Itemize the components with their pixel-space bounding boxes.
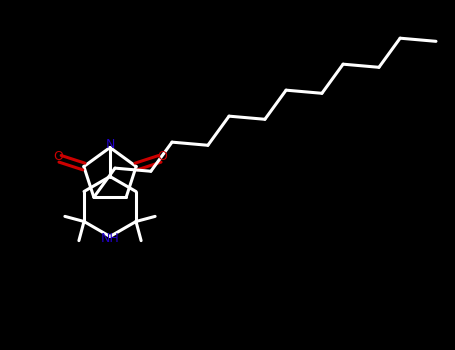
Text: NH: NH bbox=[101, 232, 119, 245]
Text: N: N bbox=[105, 138, 115, 150]
Text: O: O bbox=[53, 150, 63, 163]
Text: O: O bbox=[157, 150, 167, 163]
